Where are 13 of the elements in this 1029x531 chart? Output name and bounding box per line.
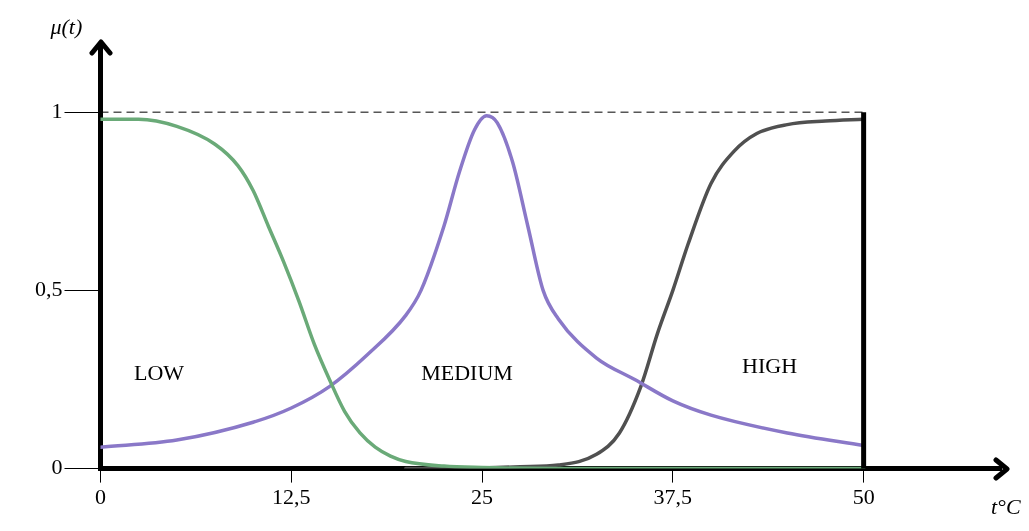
y-tick-label: 1 xyxy=(51,97,63,123)
x-tick-label: 37,5 xyxy=(653,483,693,509)
annotation: HIGH xyxy=(742,353,798,379)
x-tick-label: 0 xyxy=(95,483,106,509)
x-axis-title: t°C xyxy=(991,494,1021,520)
annotation: MEDIUM xyxy=(421,359,513,385)
x-tick-label: 12,5 xyxy=(272,483,311,509)
y-tick-label: 0 xyxy=(51,454,63,480)
x-tick-label: 25 xyxy=(471,483,494,509)
y-tick-label: 0,5 xyxy=(35,276,63,302)
x-tick-label: 50 xyxy=(852,483,875,509)
annotation: LOW xyxy=(133,359,185,385)
y-axis-title: μ(t) xyxy=(49,13,83,39)
